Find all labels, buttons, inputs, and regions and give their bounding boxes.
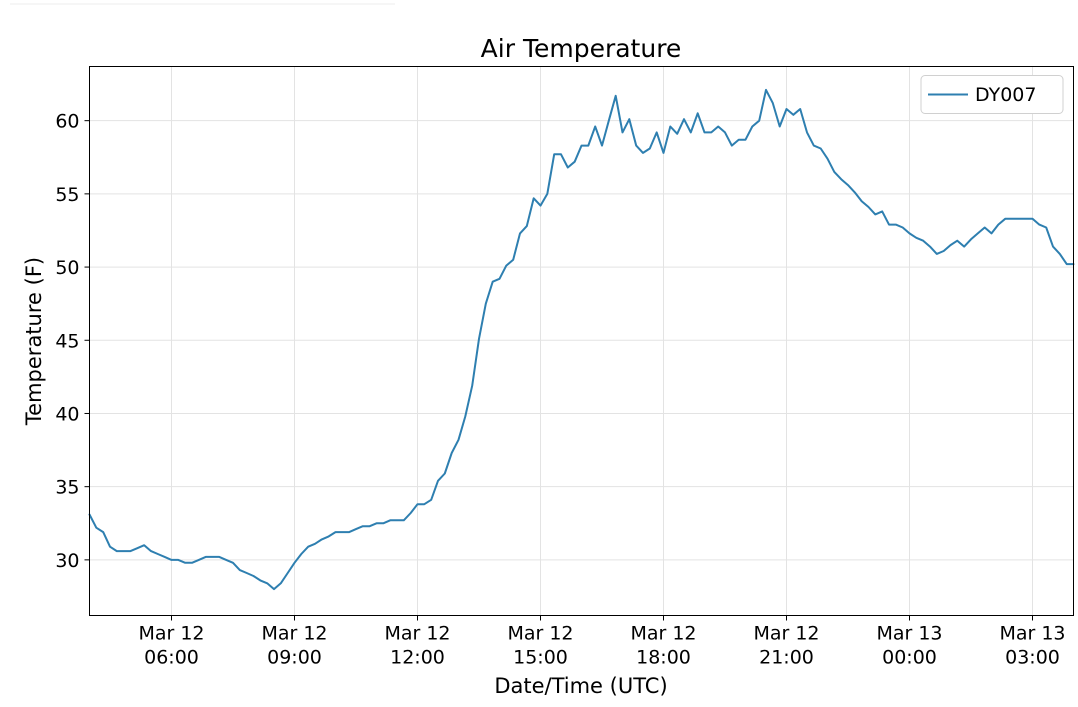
legend-box (920, 75, 1064, 114)
x-tick-label-date: Mar 12 (384, 623, 450, 645)
y-tick-label: 30 (55, 550, 79, 572)
x-tick-label-time: 21:00 (759, 647, 814, 669)
y-tick-label: 60 (55, 111, 79, 133)
x-tick-label-time: 03:00 (1005, 647, 1060, 669)
x-tick-label-date: Mar 12 (138, 623, 204, 645)
x-tick-label-date: Mar 12 (261, 623, 327, 645)
x-tick-label-date: Mar 12 (630, 623, 696, 645)
x-tick-label-time: 06:00 (144, 647, 199, 669)
series-line-dy007 (88, 88, 1075, 591)
y-tick-label: 50 (55, 257, 79, 279)
x-axis-title: Date/Time (UTC) (494, 674, 667, 698)
x-tick-label-date: Mar 13 (999, 623, 1065, 645)
y-axis-title: Temperature (F) (22, 257, 46, 426)
series-layer (88, 88, 1075, 591)
x-tick-label-time: 15:00 (513, 647, 568, 669)
x-tick-label-time: 00:00 (882, 647, 937, 669)
y-tick-label: 55 (55, 184, 79, 206)
x-tick-label-date: Mar 13 (876, 623, 942, 645)
gridlines (89, 66, 1074, 616)
legend-label: DY007 (975, 84, 1036, 106)
y-axis-ticks: 30 35 40 45 50 55 60 (55, 111, 90, 572)
x-tick-label-date: Mar 12 (507, 623, 573, 645)
x-tick-label-date: Mar 12 (753, 623, 819, 645)
x-tick-label-time: 09:00 (267, 647, 322, 669)
legend: DY007 (920, 75, 1064, 114)
chart-title: Air Temperature (481, 34, 682, 63)
y-tick-label: 40 (55, 403, 79, 425)
x-tick-label-time: 18:00 (636, 647, 691, 669)
y-tick-label: 45 (55, 330, 79, 352)
y-tick-label: 35 (55, 477, 79, 499)
plot-frame (89, 66, 1074, 616)
x-tick-label-time: 12:00 (390, 647, 445, 669)
